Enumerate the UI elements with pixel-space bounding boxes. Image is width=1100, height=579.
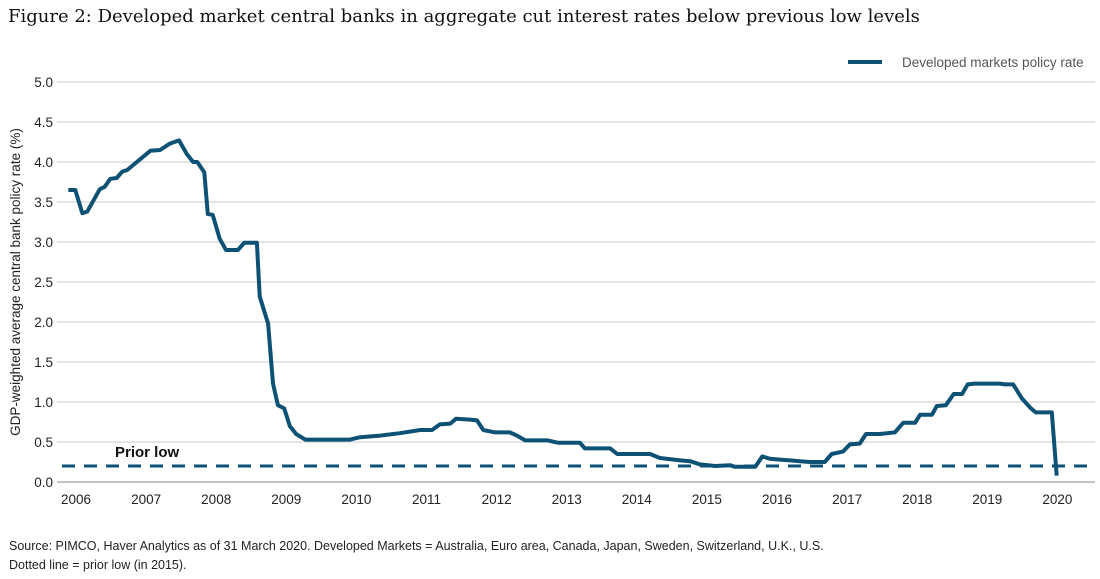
legend: Developed markets policy rate xyxy=(848,55,1084,70)
y-tick-label: 1.0 xyxy=(34,395,53,410)
y-axis-label: GDP-weighted average central bank policy… xyxy=(8,128,23,436)
y-tick-label: 4.0 xyxy=(34,155,53,170)
x-tick-label: 2015 xyxy=(692,492,722,507)
x-tick-label: 2009 xyxy=(271,492,301,507)
gridlines xyxy=(57,81,1095,483)
y-tick-label: 2.5 xyxy=(34,275,53,290)
y-tick-label: 3.0 xyxy=(34,235,53,250)
y-tick-label: 2.0 xyxy=(34,315,53,330)
source-note-2: Dotted line = prior low (in 2015). xyxy=(9,558,187,572)
prior-low-label: Prior low xyxy=(115,444,180,461)
y-tick-label: 1.5 xyxy=(34,355,53,370)
chart-title: Figure 2: Developed market central banks… xyxy=(8,6,920,27)
y-tick-label: 5.0 xyxy=(34,75,53,90)
x-tick-label: 2017 xyxy=(832,492,862,507)
x-tick-label: 2013 xyxy=(552,492,582,507)
x-tick-label: 2016 xyxy=(762,492,792,507)
y-tick-label: 0.0 xyxy=(34,475,53,490)
series-line-developed-markets xyxy=(68,138,1059,476)
x-tick-label: 2006 xyxy=(61,492,91,507)
x-tick-labels: 2006 2007 2008 2009 2010 2011 2012 2013 2014 2015… xyxy=(61,492,1072,507)
x-tick-label: 2020 xyxy=(1042,492,1072,507)
x-tick-label: 2019 xyxy=(972,492,1002,507)
x-tick-label: 2012 xyxy=(482,492,512,507)
x-tick-label: 2018 xyxy=(902,492,932,507)
y-tick-labels: 0.0 0.5 1.0 1.5 2.0 2.5 3.0 3.5 4.0 4.5 5.0 xyxy=(34,75,53,490)
x-tick-label: 2008 xyxy=(201,492,231,507)
legend-label: Developed markets policy rate xyxy=(902,55,1084,70)
y-tick-label: 3.5 xyxy=(34,195,53,210)
x-tick-label: 2011 xyxy=(412,492,441,507)
x-tick-label: 2007 xyxy=(131,492,161,507)
x-tick-label: 2014 xyxy=(622,492,653,507)
x-tick-label: 2010 xyxy=(341,492,371,507)
source-note: Source: PIMCO, Haver Analytics as of 31 … xyxy=(9,539,824,553)
y-tick-label: 4.5 xyxy=(34,115,53,130)
y-tick-label: 0.5 xyxy=(34,435,53,450)
